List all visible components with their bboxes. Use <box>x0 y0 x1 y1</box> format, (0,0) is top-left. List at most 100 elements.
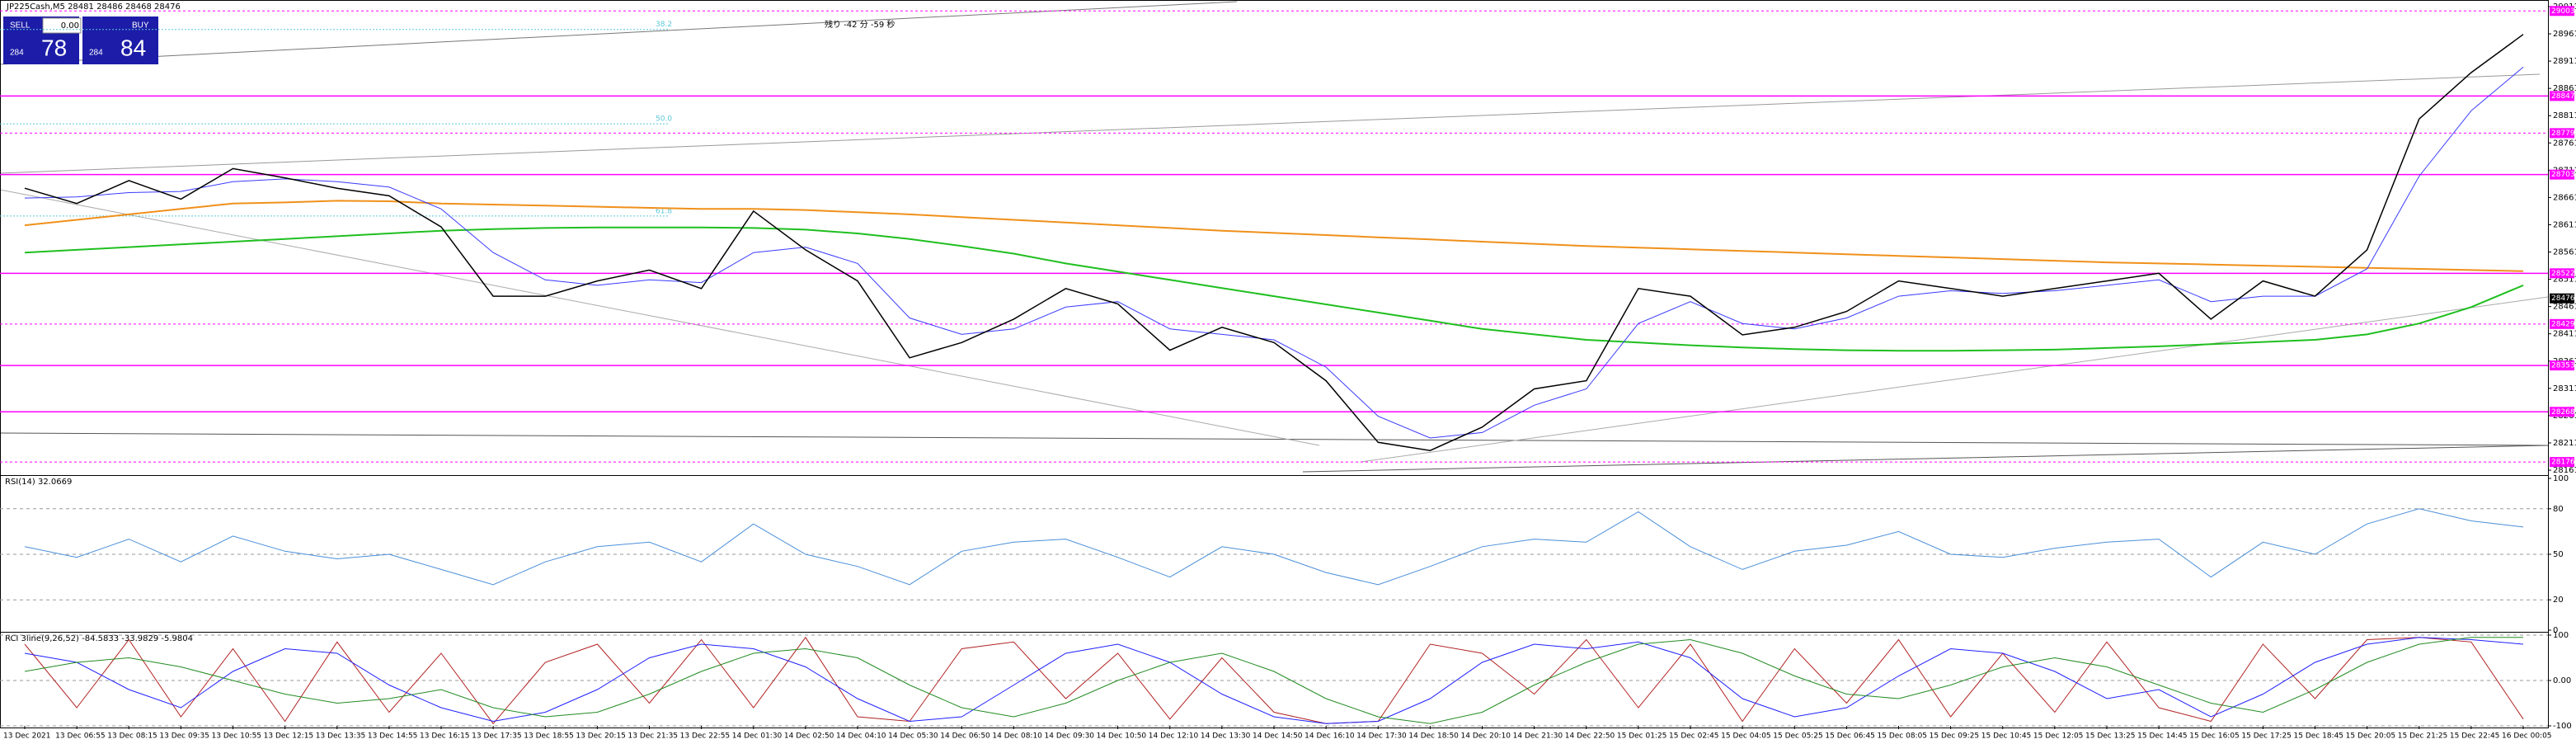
x-tick-label: 13 Dec 20:15 <box>576 732 626 741</box>
x-tick-label: 14 Dec 01:30 <box>732 732 783 741</box>
x-tick-label: 15 Dec 08:05 <box>1878 732 1928 741</box>
level-label: 28268 <box>2551 408 2575 417</box>
buy-label: BUY <box>132 21 149 31</box>
x-tick-label: 15 Dec 01:25 <box>1617 732 1667 741</box>
x-tick-label: 14 Dec 04:10 <box>836 732 886 741</box>
series-line <box>24 637 2524 724</box>
x-tick-label: 15 Dec 22:45 <box>2450 732 2500 741</box>
series-line <box>24 508 2524 586</box>
y-tick-label: 28411 <box>2553 330 2576 339</box>
sell-label: SELL <box>10 21 31 31</box>
x-tick-label: 15 Dec 20:05 <box>2346 732 2396 741</box>
buy-price-small: 84 <box>120 35 146 60</box>
y-tick-label: 80 <box>2553 505 2564 514</box>
level-tag <box>2550 407 2574 417</box>
level-label: 28779 <box>2551 129 2575 138</box>
series-line <box>24 637 2523 724</box>
y-tick-label: 28461 <box>2553 303 2576 312</box>
last-price: 28476 <box>2551 294 2575 303</box>
y-tick-label: 0 <box>2553 626 2558 635</box>
level-label: 28847 <box>2551 92 2575 101</box>
y-tick-label: 28761 <box>2553 139 2576 148</box>
trend-line <box>1302 445 2549 473</box>
x-tick-label: 16 Dec 00:05 <box>2502 732 2552 741</box>
series-line <box>24 636 2524 725</box>
sell-price-small: 78 <box>41 35 67 60</box>
x-tick-label: 14 Dec 05:30 <box>888 732 938 741</box>
x-tick-label: 14 Dec 22:50 <box>1565 732 1615 741</box>
panel-title: RCI 3line(9,26,52) -84.5833 -33.9829 -5.… <box>5 634 193 643</box>
lot-box[interactable] <box>42 17 82 34</box>
level-tag <box>2550 128 2574 139</box>
last-price-tag <box>2550 293 2574 304</box>
y-tick-label: 28561 <box>2553 248 2576 257</box>
x-tick-label: 15 Dec 06:45 <box>1825 732 1875 741</box>
countdown: 残り -42 分 -59 秒 <box>825 19 895 30</box>
y-tick-label: 100 <box>2553 474 2569 483</box>
trend-line <box>0 73 2541 174</box>
x-tick-label: 13 Dec 12:15 <box>264 732 314 741</box>
trend-line <box>0 432 2549 446</box>
y-tick-label: 28661 <box>2553 193 2576 202</box>
series-line <box>24 67 2524 439</box>
x-tick-label: 15 Dec 02:45 <box>1669 732 1719 741</box>
x-tick-label: 14 Dec 12:10 <box>1149 732 1199 741</box>
trend-line <box>1360 296 2549 463</box>
y-tick-label: 50 <box>2553 550 2564 559</box>
x-tick-label: 15 Dec 04:05 <box>1721 732 1771 741</box>
x-tick-label: 13 Dec 10:55 <box>212 732 262 741</box>
x-tick-label: 15 Dec 05:25 <box>1773 732 1823 741</box>
level-tag <box>2550 169 2574 180</box>
fib-label: 38.2 <box>656 21 672 29</box>
level-label: 28522 <box>2551 270 2575 278</box>
panel-title: RSI(14) 32.0669 <box>5 478 72 487</box>
x-tick-label: 13 Dec 08:15 <box>107 732 157 741</box>
series-line <box>24 34 2524 451</box>
series-line <box>24 200 2524 272</box>
trend-line <box>0 1 1238 65</box>
level-tag <box>2550 457 2574 468</box>
x-tick-label: 13 Dec 16:15 <box>420 732 470 741</box>
level-label: 28353 <box>2551 362 2575 370</box>
level-label: 28429 <box>2551 320 2575 328</box>
x-tick-label: 15 Dec 17:25 <box>2241 732 2292 741</box>
x-tick-label: 15 Dec 13:25 <box>2085 732 2136 741</box>
level-label: 29003 <box>2551 7 2575 16</box>
y-tick-label: 28511 <box>2553 275 2576 285</box>
x-tick-label: 15 Dec 16:05 <box>2189 732 2240 741</box>
sell-price-big: 284 <box>10 49 24 58</box>
y-tick-label: 28611 <box>2553 220 2576 229</box>
x-tick-label: 13 Dec 09:35 <box>159 732 209 741</box>
x-tick-label: 15 Dec 09:25 <box>1930 732 1980 741</box>
chart-title: JP225Cash,M5 28481 28486 28468 28476 <box>6 2 181 12</box>
x-tick-label: 15 Dec 21:25 <box>2398 732 2448 741</box>
x-tick-label: 13 Dec 14:55 <box>368 732 418 741</box>
level-tag <box>2550 268 2574 279</box>
y-tick-label: -100 <box>2553 722 2572 731</box>
x-tick-label: 15 Dec 18:45 <box>2294 732 2344 741</box>
x-tick-label: 14 Dec 17:30 <box>1356 732 1407 741</box>
x-tick-label: 14 Dec 20:10 <box>1461 732 1511 741</box>
level-label: 28703 <box>2551 171 2575 179</box>
y-tick-label: 28211 <box>2553 439 2576 448</box>
x-tick-label: 13 Dec 2021 <box>3 732 51 741</box>
x-tick-label: 14 Dec 14:50 <box>1253 732 1303 741</box>
trend-line <box>0 189 1320 446</box>
series-line <box>24 226 2524 352</box>
y-tick-label: 28911 <box>2553 57 2576 66</box>
level-tag <box>2550 91 2574 101</box>
x-tick-label: 14 Dec 10:50 <box>1097 732 1147 741</box>
y-tick-label: 20 <box>2553 596 2564 605</box>
x-tick-label: 13 Dec 21:35 <box>628 732 679 741</box>
level-tag <box>2550 360 2574 371</box>
y-tick-label: 28861 <box>2553 84 2576 93</box>
y-tick-label: 28161 <box>2553 466 2576 475</box>
y-tick-label: 0.00 <box>2553 676 2571 685</box>
x-tick-label: 13 Dec 17:35 <box>472 732 522 741</box>
x-tick-label: 14 Dec 08:10 <box>992 732 1042 741</box>
buy-box[interactable] <box>82 16 158 64</box>
lot: 0.00 <box>61 21 79 31</box>
x-tick-label: 15 Dec 10:45 <box>1981 732 2032 741</box>
